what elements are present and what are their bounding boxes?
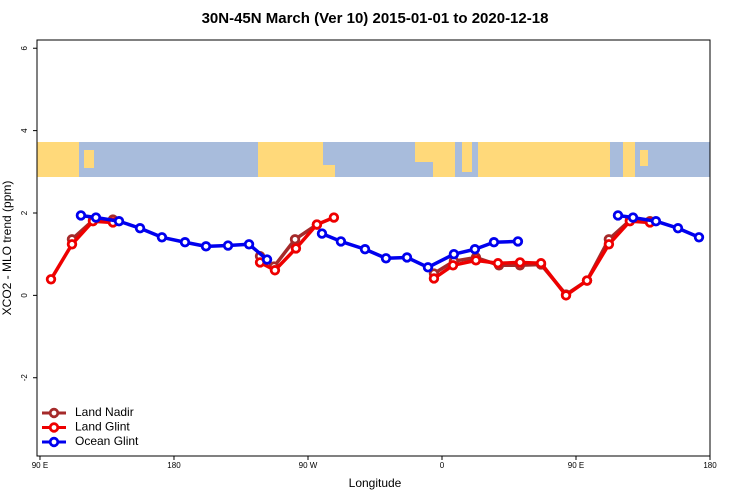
data-point: [75, 210, 87, 221]
data-point: [134, 223, 146, 234]
chart-title: 30N-45N March (Ver 10) 2015-01-01 to 202…: [202, 10, 549, 27]
legend-label: Land Nadir: [75, 405, 134, 419]
data-point: [469, 244, 481, 255]
data-point: [612, 210, 624, 221]
data-point: [90, 212, 102, 223]
data-point: [335, 236, 347, 247]
data-point: [359, 244, 371, 255]
data-point: [560, 290, 572, 301]
series-line: [70, 217, 651, 297]
legend-label: Land Glint: [75, 420, 130, 434]
data-point: [200, 241, 212, 252]
data-point: [316, 228, 328, 239]
legend-marker: [48, 407, 60, 419]
data-point: [156, 232, 168, 243]
legend-marker: [48, 436, 60, 448]
data-point: [243, 239, 255, 250]
data-point: [627, 212, 639, 223]
data-point: [269, 265, 281, 276]
data-point: [428, 273, 440, 284]
y-axis-label: XCO2 - MLO trend (ppm): [0, 181, 14, 316]
x-axis-label: Longitude: [349, 476, 402, 490]
data-point: [290, 243, 302, 254]
data-point: [289, 234, 301, 245]
data-point: [261, 254, 273, 265]
data-point: [470, 255, 482, 266]
y-tick-label: 0: [20, 293, 29, 298]
data-point: [448, 248, 460, 260]
data-point: [512, 236, 524, 247]
data-point: [492, 258, 504, 269]
x-tick-label: 90 E: [32, 461, 48, 470]
data-point: [45, 274, 57, 285]
y-tick-label: 4: [20, 128, 29, 133]
legend-marker: [48, 422, 60, 433]
data-point: [401, 252, 413, 263]
x-tick-label: 180: [703, 461, 717, 470]
data-point: [422, 262, 434, 273]
data-point: [581, 275, 593, 286]
legend-label: Ocean Glint: [75, 434, 139, 448]
data-point: [603, 239, 615, 250]
data-point: [66, 239, 78, 250]
y-tick-label: 6: [20, 45, 29, 50]
data-point: [693, 232, 705, 243]
data-point: [113, 216, 125, 227]
y-tick-label: -2: [20, 374, 29, 382]
x-tick-label: 0: [440, 461, 445, 470]
y-tick-label: 2: [20, 210, 29, 215]
data-point: [514, 257, 526, 268]
plot-frame: [36, 39, 711, 457]
data-point: [222, 240, 234, 251]
x-tick-label: 90 E: [568, 461, 584, 470]
x-tick-label: 90 W: [299, 461, 318, 470]
data-point: [328, 212, 340, 223]
data-point: [535, 258, 547, 269]
data-point: [447, 260, 459, 271]
data-point: [380, 253, 392, 264]
data-point: [672, 223, 684, 234]
data-point: [179, 237, 191, 248]
data-point: [311, 219, 323, 230]
data-point: [488, 237, 500, 248]
x-tick-label: 180: [167, 461, 181, 470]
map-strip: [37, 142, 710, 177]
data-point: [650, 216, 662, 227]
